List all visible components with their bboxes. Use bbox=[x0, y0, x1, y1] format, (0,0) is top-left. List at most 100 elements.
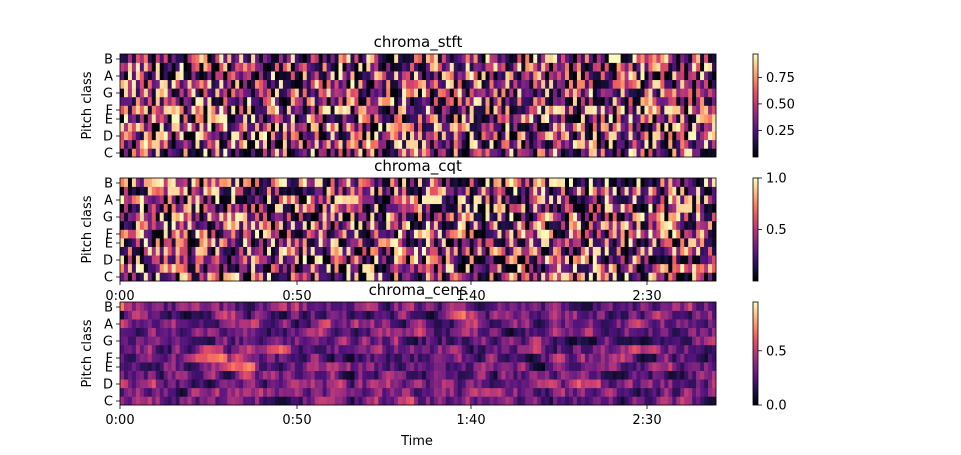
heatmap-cell bbox=[425, 220, 431, 230]
heatmap-cell bbox=[370, 353, 375, 363]
heatmap-cell bbox=[334, 212, 339, 222]
heatmap-cell bbox=[187, 186, 192, 196]
heatmap-cell bbox=[187, 353, 192, 363]
heatmap-cell bbox=[684, 139, 689, 149]
heatmap-cell bbox=[278, 139, 284, 149]
heatmap-cell bbox=[151, 336, 157, 346]
heatmap-cell bbox=[350, 178, 355, 187]
heatmap-cell bbox=[120, 54, 125, 63]
heatmap-cell bbox=[374, 54, 379, 63]
heatmap-cell bbox=[421, 114, 427, 123]
heatmap-cell bbox=[696, 255, 701, 265]
heatmap-cell bbox=[660, 62, 665, 72]
heatmap-cell bbox=[223, 186, 228, 196]
heatmap-cell bbox=[588, 114, 594, 123]
heatmap-cell bbox=[358, 139, 363, 149]
heatmap-cell bbox=[628, 203, 633, 213]
heatmap-cell bbox=[255, 310, 260, 320]
heatmap-cell bbox=[306, 139, 312, 149]
heatmap-cell bbox=[127, 319, 133, 329]
heatmap-cell bbox=[318, 148, 323, 158]
heatmap-cell bbox=[251, 344, 256, 354]
heatmap-cell bbox=[398, 255, 403, 265]
heatmap-cell bbox=[346, 88, 351, 98]
heatmap-cell bbox=[163, 272, 168, 282]
heatmap-cell bbox=[203, 229, 208, 239]
heatmap-cell bbox=[135, 272, 141, 282]
heatmap-cell bbox=[322, 139, 327, 149]
heatmap-cell bbox=[445, 396, 451, 406]
heatmap-cell bbox=[620, 178, 625, 187]
heatmap-cell bbox=[505, 139, 510, 149]
heatmap-cell bbox=[541, 319, 546, 329]
heatmap-cell bbox=[259, 122, 264, 132]
heatmap-cell bbox=[628, 212, 633, 222]
heatmap-cell bbox=[481, 387, 486, 397]
heatmap-cell bbox=[322, 302, 327, 311]
heatmap-cell bbox=[640, 212, 645, 222]
heatmap-cell bbox=[147, 379, 153, 389]
heatmap-cell bbox=[425, 195, 431, 205]
heatmap-cell bbox=[465, 186, 470, 196]
heatmap-cell bbox=[183, 122, 188, 132]
heatmap-cell bbox=[453, 272, 459, 282]
heatmap-cell bbox=[549, 79, 554, 89]
heatmap-cell bbox=[282, 362, 288, 371]
heatmap-cell bbox=[274, 336, 280, 346]
heatmap-cell bbox=[469, 62, 474, 72]
heatmap-cell bbox=[334, 195, 339, 205]
heatmap-cell bbox=[497, 114, 502, 123]
heatmap-cell bbox=[187, 370, 192, 380]
heatmap-cell bbox=[604, 96, 610, 106]
heatmap-cell bbox=[410, 220, 415, 230]
heatmap-cell bbox=[314, 362, 319, 371]
heatmap-cell bbox=[429, 379, 435, 389]
heatmap-cell bbox=[457, 387, 462, 397]
heatmap-cell bbox=[362, 327, 367, 337]
heatmap-cell bbox=[195, 62, 200, 72]
heatmap-cell bbox=[580, 62, 586, 72]
heatmap-cell bbox=[243, 387, 248, 397]
heatmap-cell bbox=[259, 131, 264, 141]
heatmap-cell bbox=[696, 88, 701, 98]
heatmap-cell bbox=[306, 353, 312, 363]
heatmap-cell bbox=[159, 272, 164, 282]
heatmap-cell bbox=[568, 229, 574, 239]
heatmap-cell bbox=[696, 178, 701, 187]
heatmap-cell bbox=[545, 255, 550, 265]
heatmap-cell bbox=[410, 88, 415, 98]
heatmap-cell bbox=[247, 62, 252, 72]
heatmap-cell bbox=[636, 88, 641, 98]
heatmap-cell bbox=[386, 379, 391, 389]
heatmap-cell bbox=[612, 88, 617, 98]
heatmap-cell bbox=[652, 148, 657, 158]
heatmap-cell bbox=[553, 310, 558, 320]
heatmap-cell bbox=[521, 310, 526, 320]
heatmap-cell bbox=[449, 220, 455, 230]
heatmap-cell bbox=[342, 203, 347, 213]
heatmap-cell bbox=[139, 319, 145, 329]
heatmap-cell bbox=[700, 122, 705, 132]
heatmap-cell bbox=[239, 263, 244, 273]
heatmap-cell bbox=[175, 122, 180, 132]
heatmap-cell bbox=[274, 71, 280, 81]
heatmap-cell bbox=[243, 229, 248, 239]
heatmap-cell bbox=[561, 238, 566, 247]
heatmap-cell bbox=[541, 353, 546, 363]
heatmap-cell bbox=[215, 387, 220, 397]
heatmap-cell bbox=[497, 195, 502, 205]
heatmap-cell bbox=[239, 396, 244, 406]
heatmap-cell bbox=[572, 148, 578, 158]
heatmap-cell bbox=[672, 246, 677, 256]
heatmap-cell bbox=[338, 131, 343, 141]
heatmap-cell bbox=[243, 212, 248, 222]
heatmap-cell bbox=[489, 238, 494, 247]
heatmap-cell bbox=[596, 62, 602, 72]
heatmap-cell bbox=[501, 105, 506, 115]
heatmap-cell bbox=[493, 131, 498, 141]
heatmap-cell bbox=[545, 319, 550, 329]
heatmap-cell bbox=[708, 131, 713, 141]
heatmap-cell bbox=[557, 263, 562, 273]
heatmap-cell bbox=[489, 319, 494, 329]
heatmap-cell bbox=[147, 370, 153, 380]
